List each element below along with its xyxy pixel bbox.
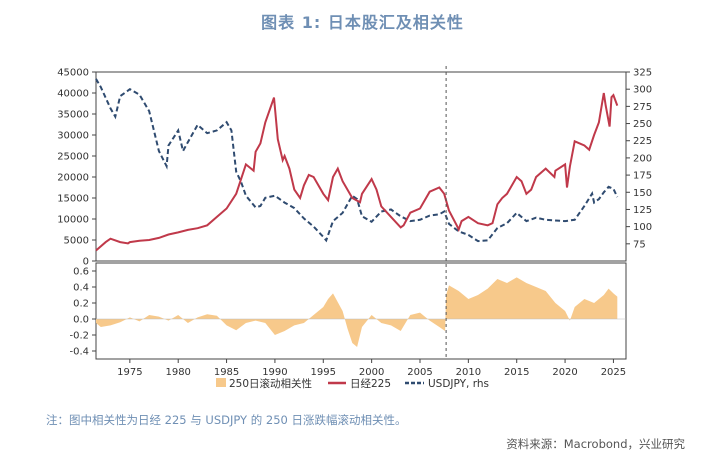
x-tick-label: 1975	[117, 367, 142, 378]
left-tick-label: 30000	[57, 131, 89, 142]
left-tick-label: 45000	[57, 68, 89, 79]
usdjpy-line	[95, 78, 619, 243]
x-tick-label: 2010	[456, 367, 481, 378]
legend-label-corr: 250日滚动相关性	[229, 377, 312, 390]
corr-tick-label: 0.6	[73, 267, 89, 278]
x-tick-label: 2020	[552, 367, 577, 378]
right-tick-label: 275	[633, 102, 652, 113]
left-tick-label: 15000	[57, 194, 89, 205]
chart-source: 资料来源：Macrobond，兴业研究	[506, 437, 685, 451]
right-tick-label: 200	[633, 153, 652, 164]
corr-tick-label: -0.2	[69, 331, 89, 342]
chart-title: 图表 1: 日本股汇及相关性	[261, 13, 464, 32]
series-layer	[95, 78, 619, 252]
right-tick-label: 175	[633, 171, 652, 182]
left-tick-label: 10000	[57, 215, 89, 226]
x-tick-label: 2025	[601, 367, 626, 378]
legend: 250日滚动相关性 日经225 USDJPY, rhs	[216, 377, 489, 390]
corr-area	[96, 277, 618, 347]
right-tick-label: 225	[633, 136, 652, 147]
left-tick-label: 40000	[57, 89, 89, 100]
right-tick-label: 325	[633, 68, 652, 79]
left-tick-label: 20000	[57, 173, 89, 184]
right-tick-label: 300	[633, 85, 652, 96]
top-plot-frame	[95, 71, 627, 262]
corr-tick-label: 0.4	[73, 283, 89, 294]
left-tick-label: 0	[83, 257, 89, 268]
x-tick-label: 1995	[311, 367, 336, 378]
right-tick-label: 250	[633, 119, 652, 130]
nikkei-line	[95, 92, 619, 252]
legend-label-usdjpy: USDJPY, rhs	[428, 378, 489, 390]
bottom-plot-frame	[95, 262, 627, 360]
chart-note: 注：图中相关性为日经 225 与 USDJPY 的 250 日涨跌幅滚动相关性。	[46, 413, 407, 427]
right-tick-label: 125	[633, 205, 652, 216]
x-tick-label: 1985	[214, 367, 239, 378]
x-tick-label: 2015	[504, 367, 529, 378]
right-tick-label: 150	[633, 188, 652, 199]
corr-tick-label: -0.4	[69, 347, 89, 358]
left-tick-label: 25000	[57, 152, 89, 163]
x-tick-label: 2005	[407, 367, 432, 378]
legend-label-nikkei: 日经225	[350, 377, 391, 390]
corr-tick-label: 0.2	[73, 299, 89, 310]
right-tick-label: 75	[633, 239, 646, 250]
corr-tick-label: 0.0	[73, 315, 89, 326]
x-tick-label: 2000	[359, 367, 384, 378]
x-tick-label: 1990	[262, 367, 287, 378]
left-tick-label: 5000	[64, 236, 89, 247]
axes-layer: 0 5000 10000 15000 20000 25000 30000 35000 40000…	[57, 68, 652, 379]
left-tick-label: 35000	[57, 110, 89, 121]
right-tick-label: 100	[633, 222, 652, 233]
corr-area-layer	[96, 277, 626, 347]
legend-swatch-corr	[216, 378, 226, 387]
x-tick-label: 1980	[165, 367, 190, 378]
